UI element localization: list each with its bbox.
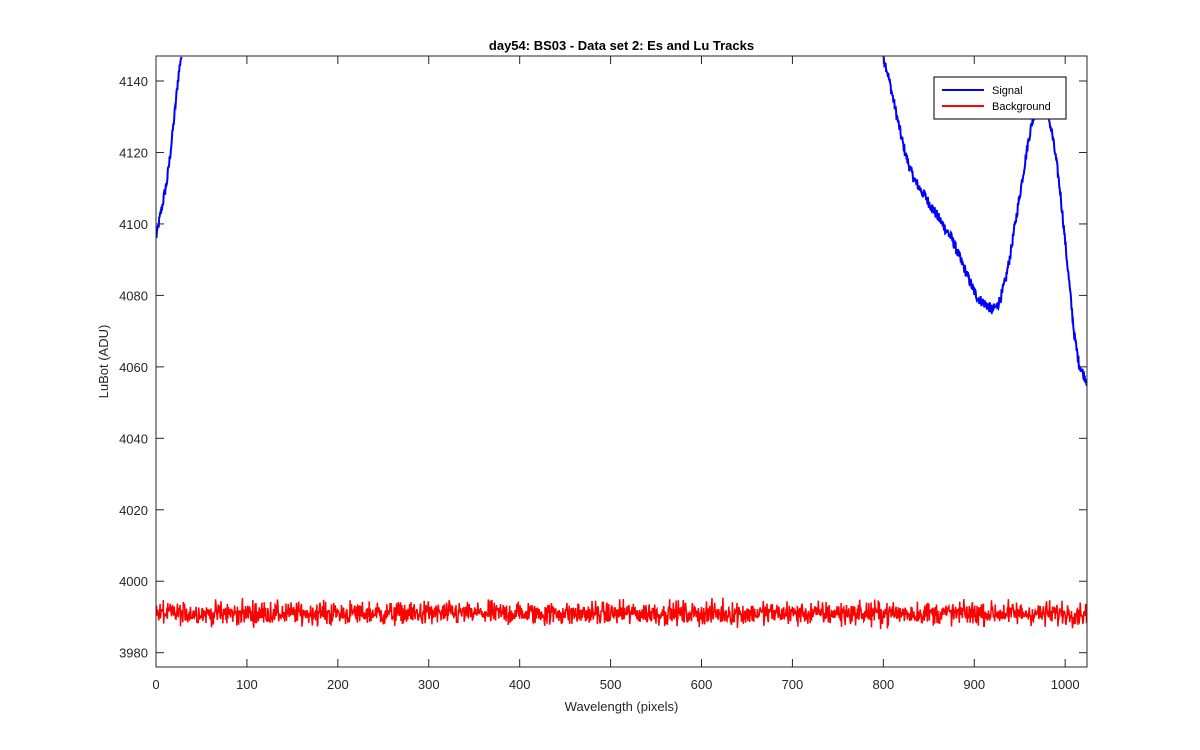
x-tick-label: 200 bbox=[327, 677, 349, 692]
series-layer bbox=[156, 56, 1087, 630]
series-line-background bbox=[156, 597, 1087, 630]
axes-layer: 0 100 200 300 400 500 600 700 800 900 1000 3980 4000… bbox=[119, 55, 1088, 692]
x-tick-label: 0 bbox=[152, 677, 159, 692]
x-tick-label: 100 bbox=[236, 677, 258, 692]
legend-box bbox=[933, 76, 1067, 120]
x-tick-label: 900 bbox=[963, 677, 985, 692]
x-tick-label: 400 bbox=[509, 677, 531, 692]
legend-label-signal: Signal bbox=[992, 85, 1023, 97]
x-tick-label: 800 bbox=[872, 677, 894, 692]
legend: Signal Background bbox=[933, 76, 1067, 120]
y-tick-label: 4100 bbox=[119, 217, 148, 232]
plot-area bbox=[156, 56, 1087, 667]
x-tick-label: 700 bbox=[782, 677, 804, 692]
x-tick-label: 1000 bbox=[1051, 677, 1080, 692]
x-tick-label: 500 bbox=[600, 677, 622, 692]
legend-label-background: Background bbox=[992, 101, 1051, 113]
y-tick-label: 4060 bbox=[119, 360, 148, 375]
x-axis-title: Wavelength (pixels) bbox=[565, 699, 679, 714]
x-tick-label: 300 bbox=[418, 677, 440, 692]
y-tick-label: 4020 bbox=[119, 503, 148, 518]
y-tick-label: 4000 bbox=[119, 574, 148, 589]
x-tick-label: 600 bbox=[691, 677, 713, 692]
y-tick-label: 4080 bbox=[119, 288, 148, 303]
y-tick-label: 4140 bbox=[119, 74, 148, 89]
axes-box bbox=[155, 55, 1088, 668]
series-line-signal-1 bbox=[882, 56, 1087, 387]
y-axis-title: LuBot (ADU) bbox=[96, 325, 111, 399]
chart-title: day54: BS03 - Data set 2: Es and Lu Trac… bbox=[489, 38, 754, 53]
y-tick-label: 4120 bbox=[119, 145, 148, 160]
y-tick-label: 4040 bbox=[119, 431, 148, 446]
y-tick-label: 3980 bbox=[119, 646, 148, 661]
series-line-signal-0 bbox=[156, 56, 183, 239]
